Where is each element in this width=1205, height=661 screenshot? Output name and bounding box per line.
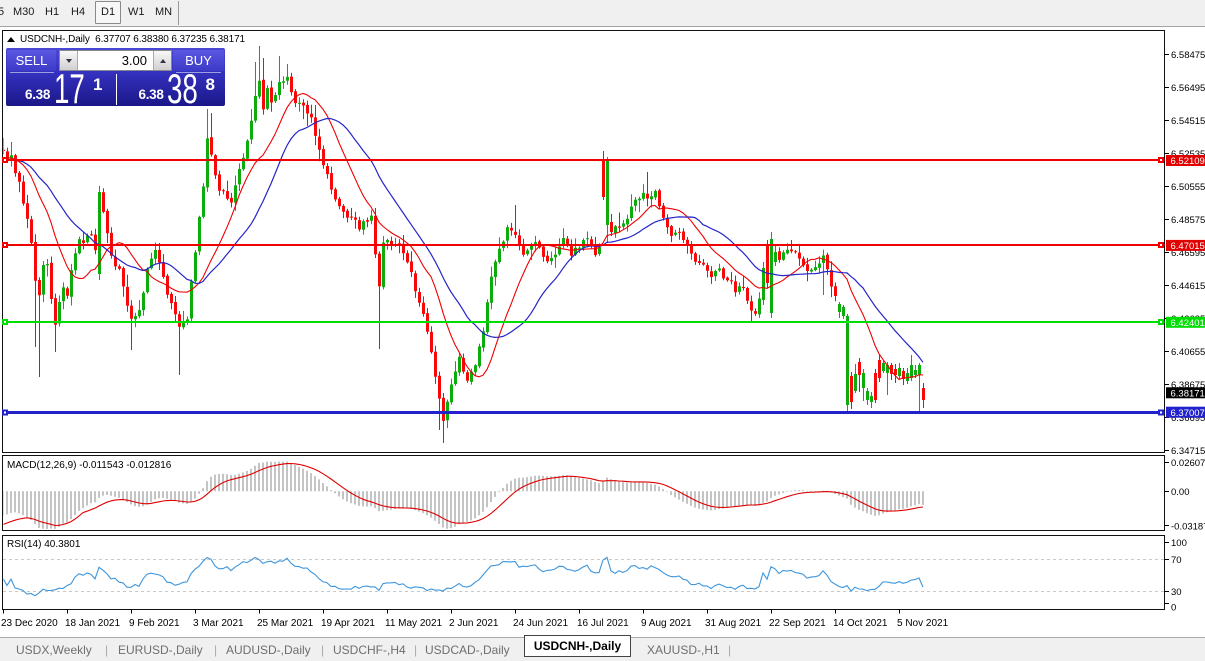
svg-text:6.40655: 6.40655 [1171, 347, 1205, 358]
svg-text:6.50555: 6.50555 [1171, 182, 1205, 193]
svg-text:6.56495: 6.56495 [1171, 83, 1205, 94]
svg-text:6.36695: 6.36695 [1171, 413, 1205, 424]
svg-text:6.52535: 6.52535 [1171, 149, 1205, 160]
svg-text:9 Aug 2021: 9 Aug 2021 [641, 618, 692, 629]
svg-text:16 Jul 2021: 16 Jul 2021 [577, 618, 629, 629]
svg-text:11 May 2021: 11 May 2021 [385, 618, 443, 629]
svg-text:0.02607: 0.02607 [1171, 458, 1205, 469]
svg-text:14 Oct 2021: 14 Oct 2021 [833, 618, 888, 629]
svg-text:30: 30 [1171, 587, 1182, 598]
svg-text:6.47015: 6.47015 [1171, 241, 1205, 252]
svg-text:RSI(14) 40.3801: RSI(14) 40.3801 [7, 539, 81, 550]
svg-text:MACD(12,26,9) -0.011543 -0.012: MACD(12,26,9) -0.011543 -0.012816 [7, 460, 172, 471]
svg-text:0: 0 [1171, 603, 1176, 614]
svg-text:0.00: 0.00 [1171, 487, 1190, 498]
svg-text:22 Sep 2021: 22 Sep 2021 [769, 618, 826, 629]
svg-text:6.58475: 6.58475 [1171, 50, 1205, 61]
svg-text:70: 70 [1171, 555, 1182, 566]
svg-text:19 Apr 2021: 19 Apr 2021 [321, 618, 375, 629]
svg-text:18 Jan 2021: 18 Jan 2021 [65, 618, 120, 629]
svg-text:100: 100 [1171, 538, 1187, 549]
svg-text:6.44615: 6.44615 [1171, 281, 1205, 292]
svg-text:6.38675: 6.38675 [1171, 380, 1205, 391]
svg-text:6.34715: 6.34715 [1171, 446, 1205, 457]
svg-text:23 Dec 2020: 23 Dec 2020 [1, 618, 58, 629]
svg-text:25 Mar 2021: 25 Mar 2021 [257, 618, 314, 629]
svg-text:6.48575: 6.48575 [1171, 215, 1205, 226]
svg-text:31 Aug 2021: 31 Aug 2021 [705, 618, 762, 629]
svg-text:6.46595: 6.46595 [1171, 248, 1205, 259]
svg-text:2 Jun 2021: 2 Jun 2021 [449, 618, 499, 629]
svg-text:-0.03187: -0.03187 [1171, 521, 1205, 532]
svg-text:5 Nov 2021: 5 Nov 2021 [897, 618, 949, 629]
svg-text:6.54515: 6.54515 [1171, 116, 1205, 127]
svg-text:6.37007: 6.37007 [1171, 408, 1205, 419]
svg-text:9 Feb 2021: 9 Feb 2021 [129, 618, 180, 629]
svg-text:6.52109: 6.52109 [1171, 156, 1205, 167]
svg-text:3 Mar 2021: 3 Mar 2021 [193, 618, 244, 629]
svg-text:24 Jun 2021: 24 Jun 2021 [513, 618, 568, 629]
svg-text:6.42401: 6.42401 [1171, 318, 1205, 329]
svg-text:6.38171: 6.38171 [1171, 388, 1205, 399]
